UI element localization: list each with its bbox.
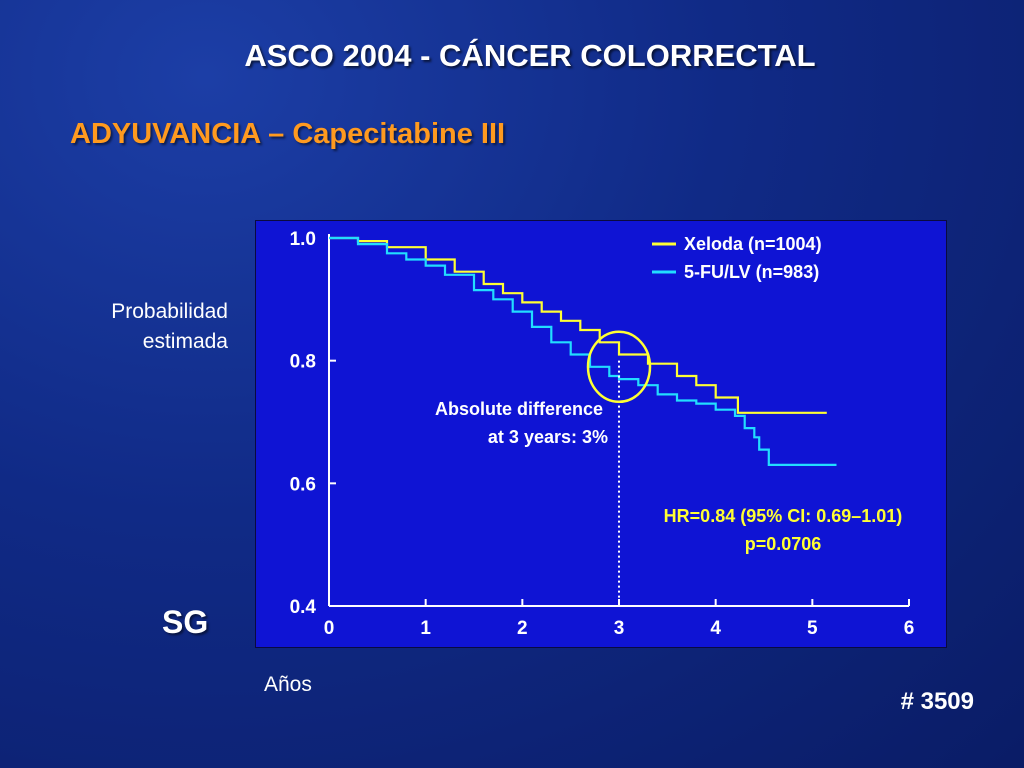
- y-tick-label-1.0: 1.0: [290, 229, 316, 250]
- difference-circle: [586, 330, 652, 404]
- series-line-xeloda: [329, 236, 827, 414]
- legend-label-fu-lv: 5-FU/LV (n=983): [684, 262, 819, 282]
- y-axis-label-line-1: Probabilidad: [111, 300, 228, 323]
- x-tick-label-2: 2: [517, 618, 528, 639]
- x-tick-label-4: 4: [710, 618, 721, 639]
- legend-label-xeloda: Xeloda (n=1004): [684, 234, 822, 254]
- slide-title: ASCO 2004 - CÁNCER COLORRECTAL: [244, 38, 816, 73]
- x-tick-label-0: 0: [324, 618, 335, 639]
- y-axis-label-line-2: estimada: [142, 330, 228, 353]
- slide-subtitle: ADYUVANCIA – Capecitabine III: [70, 118, 506, 150]
- y-axis-label: Probabilidad estimada: [111, 297, 228, 357]
- hr-text-line-1: HR=0.84 (95% CI: 0.69–1.01): [664, 506, 903, 526]
- x-tick-label-6: 6: [904, 618, 915, 639]
- chart-svg: 0 1 2 3 4 5 6 1.0 0.8 0.6 0.4 Xeloda (n=1004) 5-FU/L…: [290, 229, 915, 639]
- abstract-number: # 3509: [900, 688, 974, 715]
- section-label: SG: [162, 604, 209, 640]
- difference-text-line-2: at 3 years: 3%: [488, 427, 608, 447]
- y-tick-label-0.4: 0.4: [290, 597, 317, 618]
- x-axis-label: Años: [264, 673, 312, 696]
- x-tick-label-1: 1: [420, 618, 431, 639]
- hr-text-line-2: p=0.0706: [745, 534, 822, 554]
- x-tick-label-5: 5: [807, 618, 818, 639]
- difference-text-line-1: Absolute difference: [435, 399, 603, 419]
- y-tick-label-0.8: 0.8: [290, 352, 316, 373]
- survival-chart: 0 1 2 3 4 5 6 1.0 0.8 0.6 0.4 Xeloda (n=1004) 5-FU/L…: [255, 220, 947, 648]
- series-line-fu-lv: [329, 236, 837, 466]
- y-tick-label-0.6: 0.6: [290, 474, 316, 495]
- x-tick-label-3: 3: [614, 618, 625, 639]
